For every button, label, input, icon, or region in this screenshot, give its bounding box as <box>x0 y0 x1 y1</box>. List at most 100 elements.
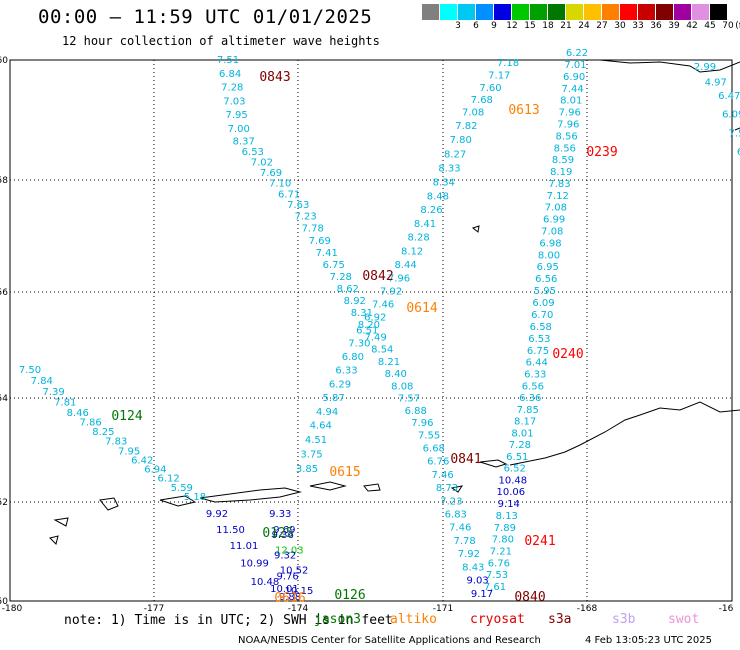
wave-height-value: 10.15 <box>285 586 314 597</box>
wave-height-value: 10.48 <box>251 577 280 588</box>
wave-height-value: 8.73 <box>436 483 458 494</box>
wave-height-value: 9.33 <box>269 509 291 520</box>
wave-height-value: 7.96 <box>557 120 579 131</box>
wave-height-value: 7.08 <box>541 227 563 238</box>
pass-id-label: 0125 <box>262 526 293 541</box>
wave-height-value: 7.51 <box>217 55 239 66</box>
wave-height-value: 7.23 <box>294 212 316 223</box>
wave-height-value: 7.84 <box>31 376 53 387</box>
lat-tick-label: 52 <box>0 498 8 508</box>
lon-tick-label: -168 <box>577 604 598 614</box>
wave-height-value: 8.34 <box>433 177 455 188</box>
alaska-coast-east <box>734 127 740 131</box>
wave-height-value: 6.09 <box>532 298 554 309</box>
wave-height-value: 8.01 <box>511 428 533 439</box>
wave-height-value: 3.75 <box>300 450 322 461</box>
wave-height-value: 7.46 <box>431 470 453 481</box>
wave-height-value: 9.03 <box>466 576 488 587</box>
wave-height-value: 7.96 <box>559 108 581 119</box>
wave-height-value: 8.56 <box>554 143 576 154</box>
lat-tick-label: 50 <box>0 597 8 607</box>
pass-id-label: 0239 <box>586 145 617 160</box>
wave-height-value: 8.41 <box>414 219 436 230</box>
wave-height-value: 7.80 <box>450 135 472 146</box>
pass-labels: 0843 0613 0239 0842 0614 0240 0124 0615 0841 0125… <box>111 70 617 606</box>
pass-id-label: 0841 <box>450 452 481 467</box>
lat-tick-label: 54 <box>0 394 8 404</box>
color-tick-label: 27 <box>596 21 608 31</box>
wave-height-value: 6.75 <box>527 346 549 357</box>
wave-height-value: 6.75 <box>323 260 345 271</box>
wave-height-value: 9.69 <box>273 525 295 536</box>
wave-height-value: 8.21 <box>378 357 400 368</box>
lat-tick-label: 58 <box>0 176 8 186</box>
wave-height-value: 8.48 <box>427 191 449 202</box>
aleutian-island-4 <box>309 481 347 491</box>
wave-height-value: 6.42 <box>131 456 153 467</box>
wave-height-value: 7.00 <box>228 124 250 135</box>
wave-height-value: 8.26 <box>420 205 442 216</box>
plot-frame <box>9 59 733 602</box>
alaska-coast <box>599 59 740 73</box>
satellite-legend-item: cryosat <box>470 612 525 627</box>
wave-height-value: 7.57 <box>398 394 420 405</box>
wave-height-value: 8.59 <box>552 155 574 166</box>
wave-height-value: 7.85 <box>517 405 539 416</box>
wave-height-value: 7.39 <box>42 387 64 398</box>
color-swatch <box>638 4 655 20</box>
coastlines <box>49 59 740 545</box>
pribilof-island <box>471 225 480 233</box>
wave-height-value: 7.92 <box>380 287 402 298</box>
color-swatch <box>602 4 619 20</box>
pass-id-label: 0840 <box>514 590 545 605</box>
wave-height-value: 7.03 <box>223 96 245 107</box>
wave-height-value: 7.80 <box>492 535 514 546</box>
lat-tick-label: 60 <box>0 56 8 66</box>
wave-height-value: 8.20 <box>358 320 380 331</box>
color-swatch <box>422 4 439 20</box>
wave-height-value: 9.17 <box>471 589 493 600</box>
wave-height-value: 5.87 <box>322 393 344 404</box>
wave-height-value: 7.63 <box>287 200 309 211</box>
wave-height-value: 7.18 <box>497 58 519 69</box>
color-swatch <box>656 4 673 20</box>
wave-height-value: 6.83 <box>445 510 467 521</box>
color-tick-label: 24 <box>578 21 590 31</box>
aleutian-island-6 <box>159 495 197 507</box>
wave-height-value: 6.33 <box>524 370 546 381</box>
wave-height-value: 7.53 <box>486 570 508 581</box>
wave-height-value: 7.46 <box>449 523 471 534</box>
wave-height-value: 7.23 <box>440 496 462 507</box>
wave-height-value: 7.21 <box>490 547 512 558</box>
wave-height-value: 6.52 <box>504 464 526 475</box>
wave-height-value: 7.02 <box>251 158 273 169</box>
wave-height-value: 6.33 <box>335 366 357 377</box>
map-title: 00:00 – 11:59 UTC 01/01/2025 <box>38 6 373 28</box>
units-note: note: 1) Time is in UTC; 2) SWH is in fe… <box>64 613 393 628</box>
wave-height-value: 7.95 <box>118 446 140 457</box>
aleutian-island-7 <box>99 497 119 511</box>
wave-height-value: 6.76 <box>427 457 449 468</box>
wave-height-value: 9.14 <box>498 499 520 510</box>
wave-height-value: 7.69 <box>260 168 282 179</box>
wave-height-value: 8.62 <box>337 284 359 295</box>
wave-height-value: 7.30 <box>348 338 370 349</box>
wave-height-value: 7.86 <box>79 417 101 428</box>
wave-height-value: 10.52 <box>280 566 309 577</box>
wave-height-value: 3.85 <box>296 464 318 475</box>
wave-height-value: 6.76 <box>488 558 510 569</box>
wave-height-value: 7.68 <box>471 95 493 106</box>
color-tick-label: 36 <box>650 21 662 31</box>
wave-height-value: 8.25 <box>92 427 114 438</box>
color-swatch <box>548 4 565 20</box>
wave-height-value: 10.48 <box>498 475 527 486</box>
wave-height-value: 7.46 <box>372 300 394 311</box>
color-tick-label: 42 <box>686 21 698 31</box>
lat-lon-grid <box>10 60 732 601</box>
wave-height-value: 6.99 <box>543 215 565 226</box>
aleutian-island-9 <box>49 535 59 545</box>
aleutian-island-3 <box>363 483 381 492</box>
wave-height-value: 8.44 <box>394 260 416 271</box>
lat-tick-label: 56 <box>0 288 8 298</box>
aleutian-island-2 <box>450 485 464 493</box>
